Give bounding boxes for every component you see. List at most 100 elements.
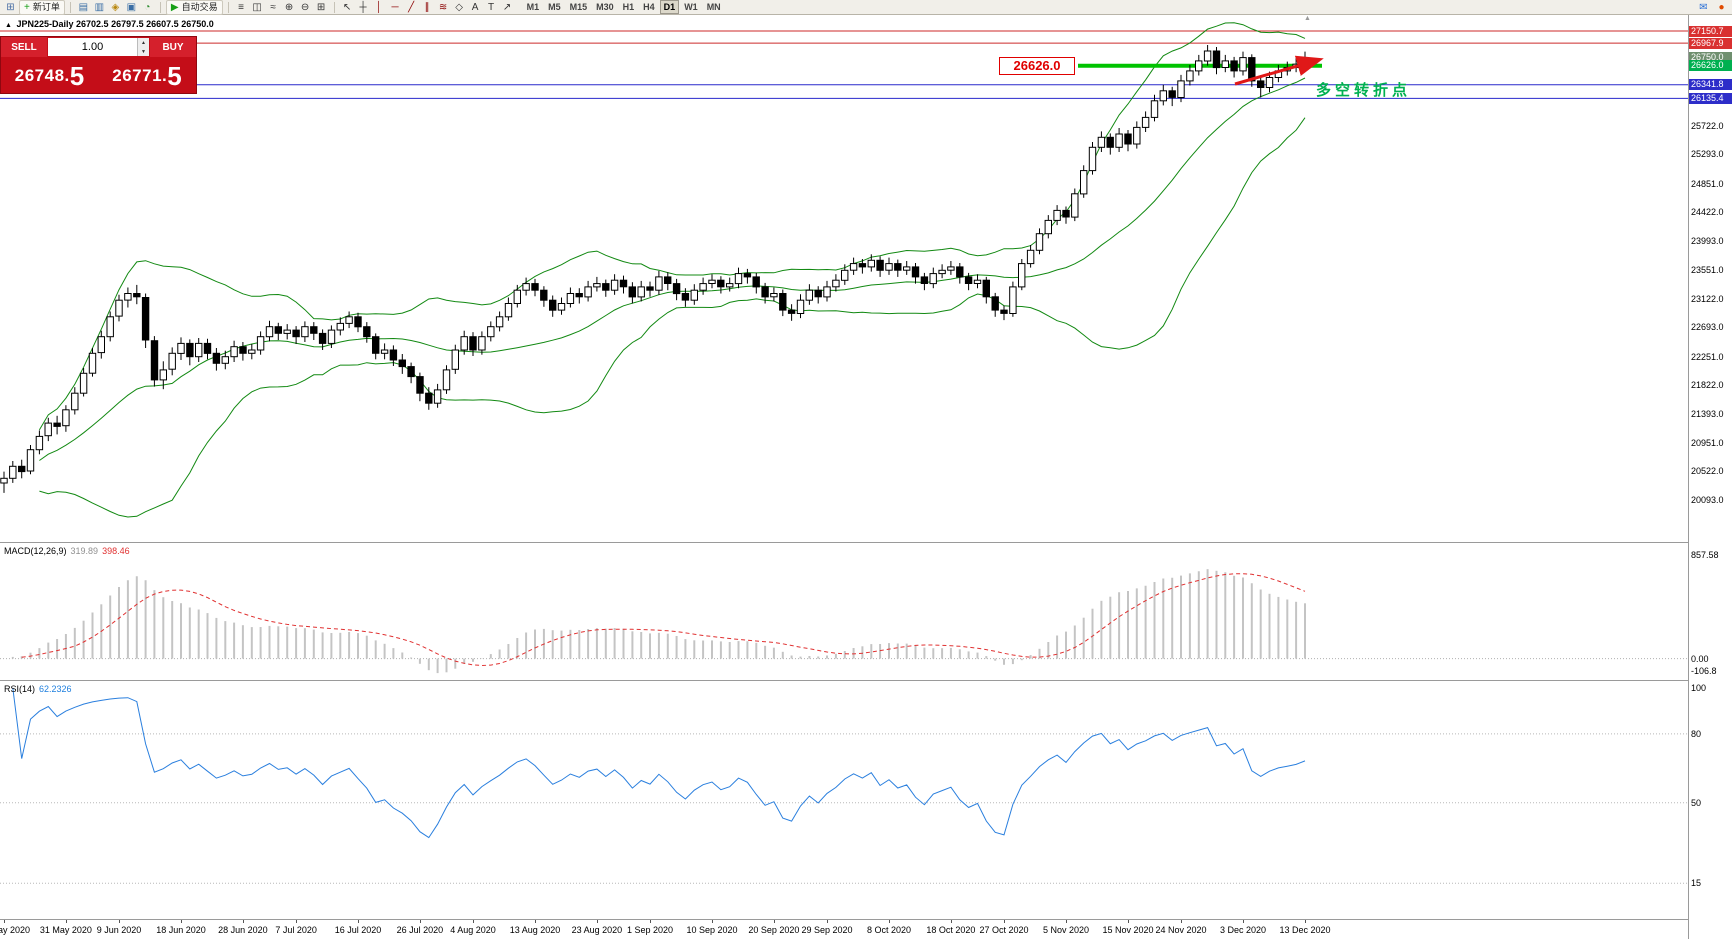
text-label-icon[interactable]: T	[488, 1, 495, 13]
volume-increase-button[interactable]: ▲	[138, 38, 149, 47]
timeframe-h4[interactable]: H4	[643, 2, 655, 12]
terminal-icon[interactable]: ▣	[126, 1, 137, 13]
data-window-icon[interactable]: ▥	[94, 1, 105, 13]
messages-icon[interactable]: ✉	[1699, 1, 1708, 13]
panel-divider[interactable]	[0, 542, 1732, 543]
timeframe-d1[interactable]: D1	[659, 0, 680, 14]
panel-divider[interactable]	[0, 680, 1732, 681]
chart-area: ▲ JPN225-Daily 26702.5 26797.5 26607.5 2…	[0, 15, 1732, 939]
time-axis[interactable]: 21 May 2020 31 May 2020 9 Jun 2020 18 Jun 2…	[0, 920, 1688, 939]
timeframe-m5[interactable]: M5	[548, 2, 561, 12]
new-chart-icon[interactable]: ⊞	[6, 1, 15, 13]
trendline-icon[interactable]: ╱	[408, 1, 415, 13]
timeframe-h1[interactable]: H1	[622, 2, 635, 12]
date-label: 13 Aug 2020	[509, 925, 561, 935]
strategy-tester-icon[interactable]: ◔	[144, 1, 151, 13]
date-label: 15 Nov 2020	[1102, 925, 1154, 935]
zoom-in-icon[interactable]: ⊕	[284, 1, 294, 13]
time-tick	[1181, 920, 1182, 923]
bar-chart-icon[interactable]: ≡	[238, 1, 244, 13]
timeframe-w1[interactable]: W1	[684, 2, 698, 12]
navigator-icon[interactable]: ◈	[111, 1, 120, 13]
toolbar-separator	[333, 1, 335, 13]
timeframe-m30[interactable]: M30	[596, 2, 614, 12]
time-tick	[65, 920, 67, 923]
time-tick	[1004, 920, 1005, 923]
time-tick	[827, 920, 828, 923]
zoom-out-icon[interactable]: ⊖	[300, 1, 310, 13]
shapes-icon[interactable]: ◇	[455, 1, 463, 13]
price-axis-label: 21393.0	[1691, 408, 1724, 419]
time-tick	[1128, 920, 1129, 923]
cursor-icon[interactable]: ↖	[342, 1, 352, 13]
date-label: 27 Oct 2020	[979, 925, 1029, 935]
equidistant-channel-icon[interactable]: ∥	[424, 1, 430, 13]
price-tag: 26750.0	[1689, 52, 1732, 64]
macd-label: MACD(12,26,9) 319.89 398.46	[4, 546, 130, 556]
buy-button[interactable]: BUY	[150, 37, 196, 57]
timeframe-m1[interactable]: M1	[526, 2, 540, 12]
ohlc-open: 26702.5	[76, 19, 109, 29]
timeframe-m15[interactable]: M15	[569, 2, 588, 12]
date-label: 8 Oct 2020	[866, 925, 912, 935]
price-axis-label: 20093.0	[1691, 495, 1724, 505]
date-label: 24 Nov 2020	[1155, 925, 1207, 935]
arrows-icon[interactable]: ↗	[502, 1, 512, 13]
price-tag: 26626.0	[1689, 60, 1732, 72]
price-axis-label: 25722.0	[1691, 120, 1724, 131]
price-axis-label: 23551.0	[1691, 265, 1724, 276]
rsi-axis-label: 15	[1691, 878, 1702, 889]
chart-shift-marker[interactable]: ▲	[1304, 15, 1311, 22]
date-label: 28 Jun 2020	[218, 925, 268, 935]
rsi-axis-label: 50	[1691, 797, 1702, 808]
time-tick	[419, 920, 421, 923]
macd-panel[interactable]	[0, 543, 1688, 681]
autotrading-button[interactable]: ▶ 自动交易	[165, 0, 223, 15]
text-icon[interactable]: A	[471, 1, 479, 13]
date-label: 29 Sep 2020	[801, 925, 853, 935]
vertical-line-icon[interactable]: │	[375, 1, 383, 13]
macd-axis-label: 857.58	[1691, 550, 1719, 561]
price-axis-label: 23122.0	[1691, 293, 1724, 304]
price-axis[interactable]: 25722.0 25293.0 24851.0 24422.0 23993.0 23551…	[1689, 15, 1732, 939]
price-axis-label: 23993.0	[1691, 235, 1724, 246]
tile-windows-icon[interactable]: ⊞	[316, 1, 326, 13]
toolbar-separator	[227, 1, 229, 13]
timeframe-mn[interactable]: MN	[706, 2, 721, 12]
time-tick	[773, 920, 775, 923]
date-label: 9 Jun 2020	[96, 925, 142, 935]
ohlc-close: 26750.0	[181, 19, 214, 29]
panel-divider[interactable]	[0, 919, 1732, 920]
ohlc-high: 26797.5	[111, 19, 144, 29]
volume-decrease-button[interactable]: ▼	[138, 47, 149, 56]
fibonacci-icon[interactable]: ≋	[438, 1, 448, 13]
ohlc-low: 26607.5	[146, 19, 179, 29]
price-level-label[interactable]: 26626.0	[999, 56, 1075, 75]
date-label: 23 Aug 2020	[571, 925, 623, 935]
turning-point-annotation[interactable]: 多空转折点	[1316, 82, 1412, 99]
new-order-button[interactable]: + 新订单	[19, 0, 65, 15]
line-chart-icon[interactable]: ≈	[270, 1, 276, 13]
date-label: 13 Dec 2020	[1279, 925, 1331, 935]
notifications-icon[interactable]: ●	[1718, 1, 1725, 13]
date-label: 5 Nov 2020	[1042, 925, 1090, 935]
sell-button[interactable]: SELL	[1, 37, 47, 57]
sell-price[interactable]: 26748. 5	[14, 61, 85, 91]
toolbar-icon-groups: ⊞ + 新订单 ▤ ▥ ◈ ▣ ◔ ▶ 自动交易 ≡ ◫ ≈ ⊕ ⊖ ⊞ ↖ ┼ │ ─ ╱ ∥ ≋ ◇ A T ↗	[3, 0, 515, 15]
time-tick	[242, 920, 244, 923]
price-chart[interactable]	[0, 15, 1688, 543]
crosshair-icon[interactable]: ┼	[359, 1, 367, 13]
market-watch-icon[interactable]: ▤	[78, 1, 89, 13]
time-tick	[596, 920, 598, 923]
candlestick-icon[interactable]: ◫	[252, 1, 262, 13]
macd-axis-label: -106.8	[1691, 666, 1717, 677]
rsi-axis-label: 80	[1691, 728, 1702, 739]
price-tag: 27150.7	[1689, 25, 1732, 37]
rsi-panel[interactable]	[0, 681, 1688, 920]
price-axis-label: 20522.0	[1691, 466, 1724, 477]
price-tag: 26967.9	[1689, 37, 1732, 49]
horizontal-line-icon[interactable]: ─	[391, 1, 399, 13]
buy-price[interactable]: 26771. 5	[112, 61, 183, 91]
volume-input[interactable]	[48, 40, 137, 54]
